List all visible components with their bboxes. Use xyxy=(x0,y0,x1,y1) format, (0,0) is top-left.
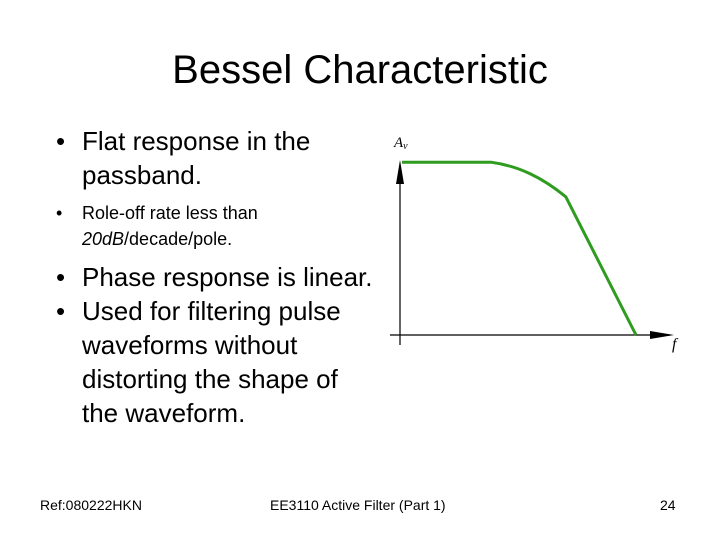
y-axis-label: Av xyxy=(393,135,408,152)
bullet-marker: • xyxy=(56,296,66,326)
footer-course: EE3110 Active Filter (Part 1) xyxy=(270,497,446,513)
footer-ref: Ref:080222HKN xyxy=(40,497,142,513)
y-axis-label-main: A xyxy=(393,135,404,151)
x-axis-arrow xyxy=(650,331,674,339)
response-curve xyxy=(402,160,638,336)
bullet-text: Flat response in the passband. xyxy=(82,126,311,190)
bullet-phase-response: • Phase response is linear. xyxy=(56,260,376,294)
bessel-response-chart: Av f xyxy=(390,135,679,353)
y-axis-label-sub: v xyxy=(403,141,408,152)
bullet-text-before: Role-off rate less than xyxy=(82,203,258,223)
bullet-marker: • xyxy=(56,262,66,292)
x-axis-label: f xyxy=(672,336,679,353)
bullet-pulse-waveforms: • Used for filtering pulse waveforms wit… xyxy=(56,294,376,430)
bullet-rolloff-rate: • Role-off rate less than 20dB/decade/po… xyxy=(56,200,376,252)
bullet-list: • Flat response in the passband. • Role-… xyxy=(56,124,376,430)
bullet-marker: • xyxy=(56,203,63,223)
bullet-marker: • xyxy=(56,126,66,156)
bullet-text: Phase response is linear. xyxy=(82,262,373,292)
bullet-text-italic: 20dB xyxy=(82,229,125,249)
bullet-flat-response: • Flat response in the passband. xyxy=(56,124,376,192)
y-axis-arrow xyxy=(396,160,404,184)
bullet-text-after: /decade/pole. xyxy=(124,229,233,249)
footer-page-number: 24 xyxy=(660,497,676,513)
slide-title: Bessel Characteristic xyxy=(172,48,548,92)
bullet-text: Used for filtering pulse waveforms witho… xyxy=(82,296,341,428)
